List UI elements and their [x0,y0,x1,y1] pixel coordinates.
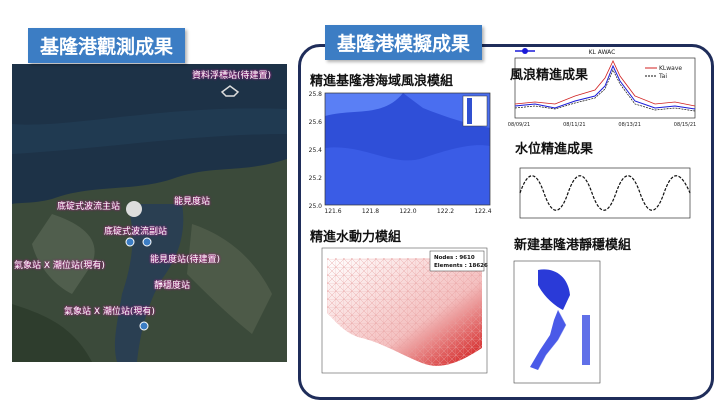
mesh-info: Nodes : 9610 [434,255,475,261]
tick-label: 121.6 [324,208,341,215]
water-level-chart [519,167,691,219]
wave-result-chart: KL AWAC KLwave Tai 08/09/21 08/11/21 08/13… [505,46,700,134]
calm-model [513,260,601,384]
tick-label: 122.2 [437,208,454,215]
panel-title: 精進基隆港海域風浪模組 [310,74,454,89]
station-label: 底碇式波流副站 [104,227,168,237]
tick-label: 08/09/21 [508,122,530,128]
station-label: 靜穩度站 [154,281,191,291]
panel-title: 新建基隆港靜穩模組 [514,238,632,253]
tick-label: 25.2 [309,175,323,182]
tick-label: 122.4 [474,208,491,215]
panel-title: 精進水動力模組 [310,230,402,245]
station-label: 底碇式波流主站 [57,202,121,212]
mesh-info: Elements : 18626 [434,263,488,269]
tick-label: 122.0 [399,208,416,215]
panel-title: 水位精進成果 [515,142,594,157]
simulation-title: 基隆港模擬成果 [325,25,483,60]
simulation-panel [298,44,714,400]
tick-label: 08/13/21 [618,122,640,128]
chart-title: KL AWAC [589,49,616,56]
legend-label: Tai [658,73,667,80]
tick-label: 08/15/21 [674,122,696,128]
station-label: 能見度站(待建置) [150,255,221,265]
station-label: 能見度站 [174,197,211,207]
tick-label: 25.8 [309,91,323,98]
panel-title: 風浪精進成果 [510,68,589,83]
station-label: 氣象站 X 潮位站(現有) [14,261,105,271]
station-label: 氣象站 X 潮位站(現有) [64,307,155,317]
map-drawing [12,64,287,362]
observation-title: 基隆港觀測成果 [28,28,186,63]
tick-label: 25.6 [309,119,323,126]
satellite-map: 資料浮標站(待建置) 底碇式波流主站 能見度站 底碇式波流副站 能見度站(待建置… [12,64,287,362]
hydro-mesh: Nodes : 9610 Elements : 18626 [321,247,488,374]
tick-label: 25.4 [309,147,323,154]
station-label: 資料浮標站(待建置) [192,71,272,81]
legend-label: KLwave [659,65,682,72]
wave-line-chart: KL AWAC KLwave Tai 08/09/21 08/11/21 08/13… [508,48,696,128]
wave-map: 25.8 25.6 25.4 25.2 25.0 121.6 121.8 122.0 122.… [309,91,492,215]
tick-label: 25.0 [309,203,323,210]
tick-label: 08/11/21 [563,122,585,128]
tick-label: 121.8 [362,208,379,215]
